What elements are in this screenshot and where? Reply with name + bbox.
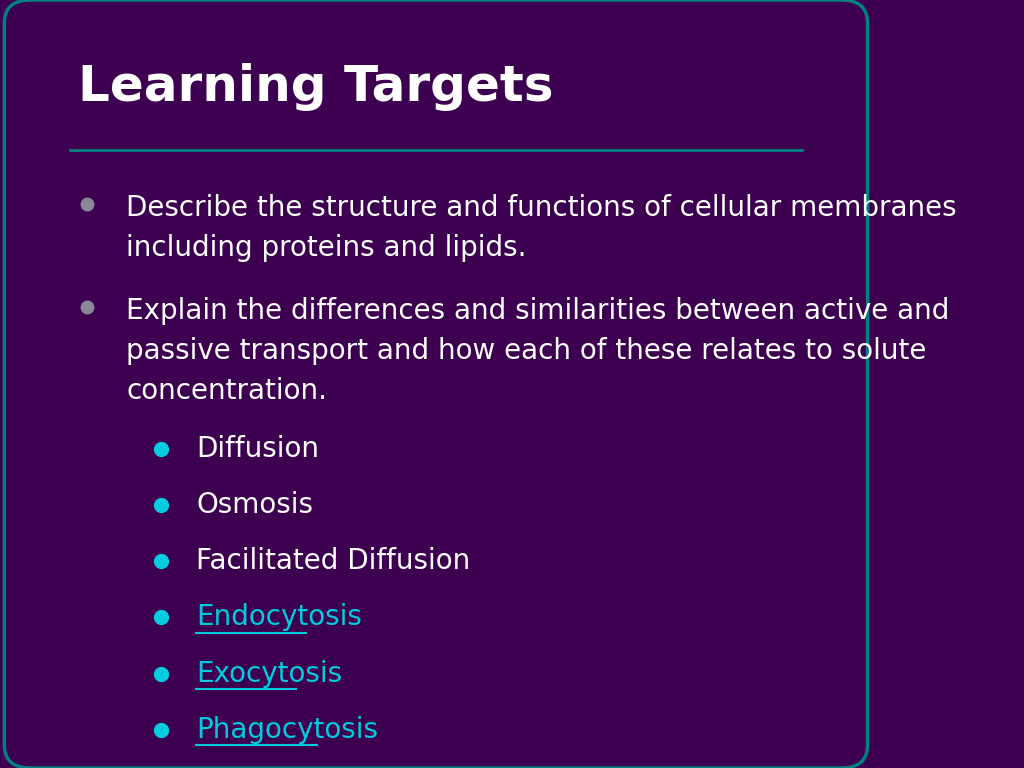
Text: Describe the structure and functions of cellular membranes
including proteins an: Describe the structure and functions of …	[126, 194, 957, 262]
Text: Endocytosis: Endocytosis	[197, 604, 362, 631]
Text: Explain the differences and similarities between active and
passive transport an: Explain the differences and similarities…	[126, 297, 950, 406]
FancyBboxPatch shape	[4, 0, 867, 768]
Text: Exocytosis: Exocytosis	[197, 660, 342, 687]
Text: Diffusion: Diffusion	[197, 435, 319, 463]
Text: Facilitated Diffusion: Facilitated Diffusion	[197, 548, 470, 575]
Text: Phagocytosis: Phagocytosis	[197, 716, 378, 743]
Text: Learning Targets: Learning Targets	[79, 64, 554, 111]
Text: Osmosis: Osmosis	[197, 492, 313, 519]
